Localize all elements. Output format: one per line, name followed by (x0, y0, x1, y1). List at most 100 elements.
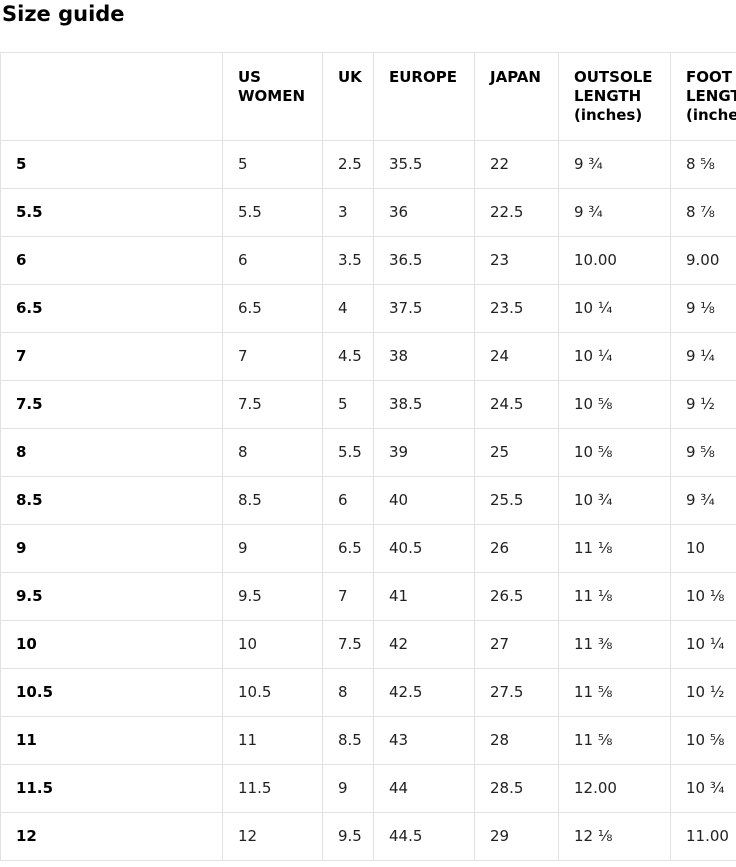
cell-uk: 4 (322, 284, 374, 333)
cell-uk: 9.5 (322, 812, 374, 861)
cell-uk: 8 (322, 668, 374, 717)
cell-outsole-length-inches: 12.00 (558, 764, 671, 813)
row-size-label: 7 (0, 332, 223, 381)
cell-uk: 6.5 (322, 524, 374, 573)
column-header-row-label (0, 52, 223, 141)
cell-foot-length-inches: 10 (670, 524, 736, 573)
table-row: 10.5 10.5 8 42.5 27.5 11 ⅝ 10 ½ (0, 668, 736, 717)
cell-europe: 38 (373, 332, 475, 381)
cell-europe: 40.5 (373, 524, 475, 573)
column-header-uk: UK (322, 52, 374, 141)
row-size-label: 5.5 (0, 188, 223, 237)
cell-uk: 3 (322, 188, 374, 237)
cell-uk: 5.5 (322, 428, 374, 477)
cell-japan: 23.5 (474, 284, 559, 333)
row-size-label: 5 (0, 140, 223, 189)
cell-outsole-length-inches: 11 ⅝ (558, 668, 671, 717)
cell-foot-length-inches: 10 ⅝ (670, 716, 736, 765)
cell-foot-length-inches: 10 ¾ (670, 764, 736, 813)
row-size-label: 7.5 (0, 380, 223, 429)
row-size-label: 10.5 (0, 668, 223, 717)
column-header-foot-length-inches: FOOT LENGTH (inches) (670, 52, 736, 141)
cell-europe: 44.5 (373, 812, 475, 861)
table-row: 6 6 3.5 36.5 23 10.00 9.00 (0, 236, 736, 285)
cell-us-women: 5 (222, 140, 323, 189)
cell-us-women: 11 (222, 716, 323, 765)
cell-us-women: 8 (222, 428, 323, 477)
row-size-label: 6.5 (0, 284, 223, 333)
cell-outsole-length-inches: 11 ⅛ (558, 572, 671, 621)
cell-japan: 23 (474, 236, 559, 285)
row-size-label: 12 (0, 812, 223, 861)
cell-japan: 25.5 (474, 476, 559, 525)
cell-japan: 26 (474, 524, 559, 573)
size-table-viewport: US WOMEN UK EUROPE JAPAN OUTSOLE LENGTH (inc… (0, 52, 736, 861)
cell-us-women: 7.5 (222, 380, 323, 429)
cell-uk: 6 (322, 476, 374, 525)
cell-japan: 27.5 (474, 668, 559, 717)
table-row: 12 12 9.5 44.5 29 12 ⅛ 11.00 (0, 812, 736, 861)
cell-us-women: 11.5 (222, 764, 323, 813)
cell-foot-length-inches: 9 ¼ (670, 332, 736, 381)
cell-us-women: 10 (222, 620, 323, 669)
cell-outsole-length-inches: 10 ⅝ (558, 380, 671, 429)
header-row: US WOMEN UK EUROPE JAPAN OUTSOLE LENGTH (inc… (0, 52, 736, 141)
cell-outsole-length-inches: 12 ⅛ (558, 812, 671, 861)
cell-us-women: 9.5 (222, 572, 323, 621)
cell-outsole-length-inches: 10 ¾ (558, 476, 671, 525)
row-size-label: 8 (0, 428, 223, 477)
cell-europe: 44 (373, 764, 475, 813)
cell-us-women: 5.5 (222, 188, 323, 237)
cell-japan: 25 (474, 428, 559, 477)
cell-foot-length-inches: 9 ½ (670, 380, 736, 429)
cell-us-women: 10.5 (222, 668, 323, 717)
cell-uk: 2.5 (322, 140, 374, 189)
cell-europe: 43 (373, 716, 475, 765)
cell-foot-length-inches: 11.00 (670, 812, 736, 861)
cell-foot-length-inches: 9 ⅛ (670, 284, 736, 333)
cell-outsole-length-inches: 10.00 (558, 236, 671, 285)
cell-foot-length-inches: 10 ⅛ (670, 572, 736, 621)
table-row: 11 11 8.5 43 28 11 ⅝ 10 ⅝ (0, 716, 736, 765)
table-row: 10 10 7.5 42 27 11 ⅜ 10 ¼ (0, 620, 736, 669)
cell-japan: 24 (474, 332, 559, 381)
cell-outsole-length-inches: 10 ¼ (558, 284, 671, 333)
cell-us-women: 8.5 (222, 476, 323, 525)
cell-outsole-length-inches: 11 ⅛ (558, 524, 671, 573)
cell-japan: 27 (474, 620, 559, 669)
cell-foot-length-inches: 9.00 (670, 236, 736, 285)
size-guide-table: US WOMEN UK EUROPE JAPAN OUTSOLE LENGTH (inc… (0, 52, 736, 861)
cell-outsole-length-inches: 11 ⅜ (558, 620, 671, 669)
cell-uk: 9 (322, 764, 374, 813)
table-row: 9 9 6.5 40.5 26 11 ⅛ 10 (0, 524, 736, 573)
cell-japan: 28 (474, 716, 559, 765)
cell-europe: 40 (373, 476, 475, 525)
cell-outsole-length-inches: 10 ¼ (558, 332, 671, 381)
cell-us-women: 12 (222, 812, 323, 861)
cell-uk: 3.5 (322, 236, 374, 285)
cell-europe: 41 (373, 572, 475, 621)
cell-europe: 39 (373, 428, 475, 477)
table-row: 9.5 9.5 7 41 26.5 11 ⅛ 10 ⅛ (0, 572, 736, 621)
row-size-label: 11 (0, 716, 223, 765)
cell-us-women: 6.5 (222, 284, 323, 333)
cell-europe: 38.5 (373, 380, 475, 429)
cell-europe: 42.5 (373, 668, 475, 717)
column-header-japan: JAPAN (474, 52, 559, 141)
cell-us-women: 9 (222, 524, 323, 573)
column-header-us-women: US WOMEN (222, 52, 323, 141)
cell-europe: 36 (373, 188, 475, 237)
cell-uk: 4.5 (322, 332, 374, 381)
cell-japan: 24.5 (474, 380, 559, 429)
row-size-label: 10 (0, 620, 223, 669)
row-size-label: 11.5 (0, 764, 223, 813)
page-title: Size guide (2, 2, 125, 26)
cell-europe: 37.5 (373, 284, 475, 333)
